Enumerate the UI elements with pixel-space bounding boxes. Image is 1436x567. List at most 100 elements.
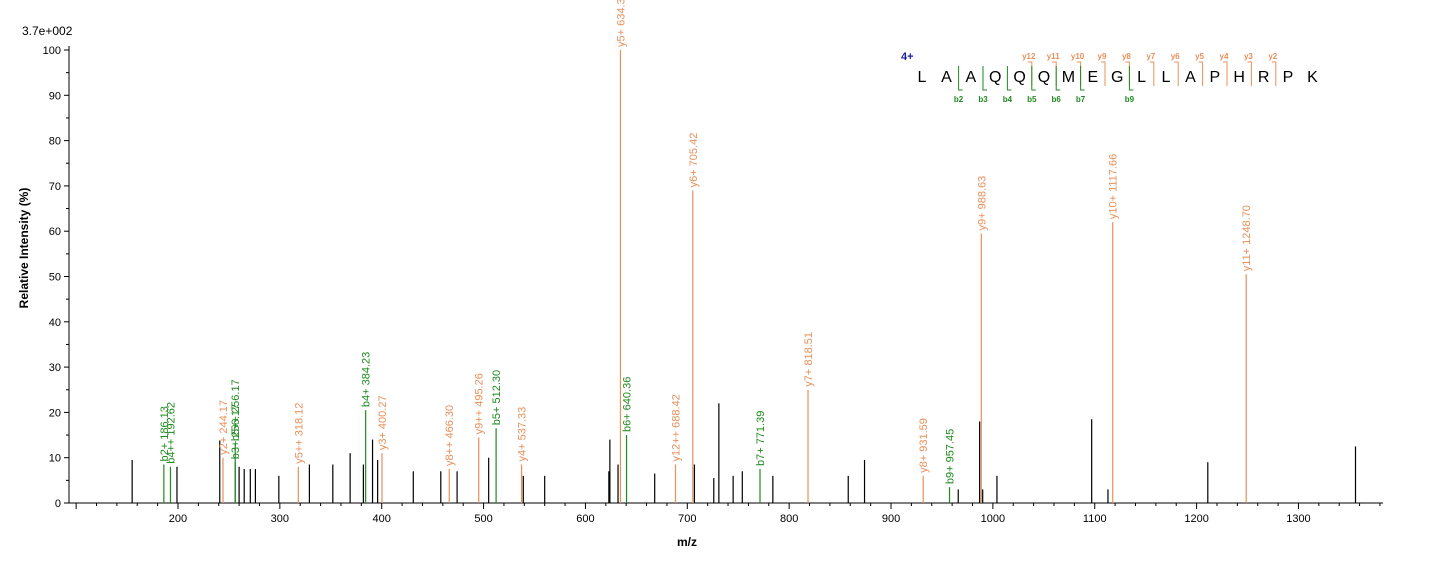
- axes-group: 0 10 20 30 40 50 60 70 80 90 100 200 300 400 500 600 700…: [43, 45, 1383, 525]
- y-cleavage-mark: [1052, 61, 1057, 86]
- intensity-max-label: 3.7e+002: [22, 24, 73, 38]
- sequence-residue: L: [1162, 69, 1171, 86]
- y-tick-label: 60: [49, 226, 61, 238]
- y-cleavage-mark: [1223, 61, 1228, 86]
- x-tick-label: 1000: [981, 513, 1005, 525]
- peak-label: b6+ 640.36: [622, 377, 634, 432]
- y-cleavage-mark: [1198, 61, 1204, 86]
- y-cleavage-label: y4: [1220, 52, 1229, 61]
- sequence-residue: E: [1087, 69, 1098, 86]
- charge-state: 4+: [901, 51, 914, 63]
- y-cleavage-label: y11: [1047, 52, 1060, 61]
- peak-label: b9+ 957.45: [945, 429, 957, 484]
- y-tick-label: 20: [49, 407, 61, 419]
- sequence-residue: R: [1258, 69, 1270, 86]
- y-cleavage-mark: [1174, 61, 1179, 86]
- y-cleavage-label: y2: [1268, 52, 1277, 61]
- y-cleavage-mark: [1125, 61, 1130, 86]
- x-tick-label: 900: [882, 513, 900, 525]
- sequence-residue: A: [941, 69, 952, 86]
- y-cleavage-label: y5: [1195, 52, 1204, 61]
- peak-label: y5+ 634.38: [615, 0, 627, 47]
- x-tick-label: 1100: [1083, 513, 1107, 525]
- b-cleavage-label: b5: [1027, 95, 1037, 104]
- x-tick-label: 400: [373, 513, 391, 525]
- peak-label: y3+ 400.27: [377, 395, 389, 450]
- y-cleavage-mark: [1076, 61, 1082, 86]
- x-tick-label: 800: [780, 513, 798, 525]
- peak-label: y9+ 988.63: [976, 176, 988, 231]
- peak-label: b2+ 186.13: [159, 406, 171, 461]
- peak-label: b4++ 192.62: [165, 402, 177, 464]
- sequence-residue: P: [1283, 69, 1294, 86]
- y-cleavage-label: y10: [1071, 52, 1085, 61]
- y-tick-label: 40: [49, 317, 61, 329]
- peak-label: y12++ 688.42: [670, 394, 682, 461]
- y-axis-title: Relative Intensity (%): [17, 188, 31, 309]
- y-cleavage-label: y3: [1244, 52, 1253, 61]
- peak-label: y2+ 244.17: [218, 400, 230, 455]
- peak-label: y5++ 318.12: [293, 403, 305, 464]
- b-cleavage-mark: [1006, 66, 1012, 91]
- sequence-residue: K: [1307, 69, 1318, 86]
- sequence-residue: A: [1185, 69, 1196, 86]
- y-tick-label: 0: [55, 498, 61, 510]
- y-cleavage-label: y12: [1022, 52, 1036, 61]
- b-cleavage-mark: [958, 66, 963, 91]
- sequence-residue: H: [1233, 69, 1245, 86]
- peak-label: b5++ 256.17: [230, 379, 242, 441]
- x-axis-title: m/z: [677, 535, 697, 549]
- sequence-residue: Q: [989, 69, 1001, 86]
- y-tick-label: 80: [49, 136, 61, 148]
- y-tick-label: 90: [49, 90, 61, 102]
- peak-label: y11+ 1248.70: [1241, 205, 1253, 271]
- sequence-residue: Q: [1038, 69, 1050, 86]
- peak-label: y8++ 466.30: [444, 405, 456, 466]
- peak-label: y9++ 495.26: [474, 373, 486, 434]
- b-cleavage-label: b3: [978, 95, 988, 104]
- x-tick-label: 600: [576, 513, 594, 525]
- y-cleavage-mark: [1271, 61, 1277, 86]
- y-cleavage-mark: [1101, 61, 1106, 86]
- b-cleavage-mark: [1080, 66, 1085, 91]
- x-tick-label: 1200: [1184, 513, 1208, 525]
- sequence-residue: P: [1209, 69, 1220, 86]
- y-tick-label: 10: [49, 453, 61, 465]
- b-cleavage-label: b7: [1076, 95, 1086, 104]
- x-tick-label: 200: [169, 513, 187, 525]
- y-cleavage-label: y9: [1098, 52, 1107, 61]
- y-tick-label: 30: [49, 362, 61, 374]
- peak-label: y10+ 1117.66: [1108, 154, 1120, 219]
- peak-label: y7+ 818.51: [803, 332, 815, 387]
- b-cleavage-label: b2: [954, 95, 964, 104]
- sequence-residue: Q: [1013, 69, 1025, 86]
- x-tick-label: 700: [678, 513, 696, 525]
- peak-label: y8+ 931.59: [918, 418, 930, 473]
- b-cleavage-mark: [982, 66, 987, 91]
- peak-label: b4+ 384.23: [361, 352, 373, 407]
- y-tick-label: 100: [43, 45, 61, 57]
- y-cleavage-label: y8: [1122, 52, 1131, 61]
- y-cleavage-mark: [1247, 61, 1252, 86]
- y-cleavage-label: y6: [1171, 52, 1180, 61]
- peak-label: b7+ 771.39: [755, 411, 767, 466]
- peak-label: b5+ 512.30: [491, 370, 503, 425]
- y-cleavage-mark: [1027, 61, 1033, 86]
- x-tick-label: 1300: [1286, 513, 1310, 525]
- b-cleavage-mark: [1128, 66, 1134, 91]
- sequence-residue: L: [918, 69, 927, 86]
- peak-label: b3+ 256.17: [230, 404, 242, 459]
- x-tick-label: 300: [271, 513, 289, 525]
- b-cleavage-mark: [1031, 66, 1036, 91]
- sequence-residue: G: [1111, 69, 1123, 86]
- y-cleavage-label: y7: [1146, 52, 1155, 61]
- b-cleavage-label: b4: [1003, 95, 1013, 104]
- b-cleavage-mark: [1055, 66, 1061, 91]
- sequence-residue: L: [1137, 69, 1146, 86]
- peak-label: y6+ 705.42: [688, 133, 700, 188]
- y-cleavage-mark: [1149, 61, 1155, 86]
